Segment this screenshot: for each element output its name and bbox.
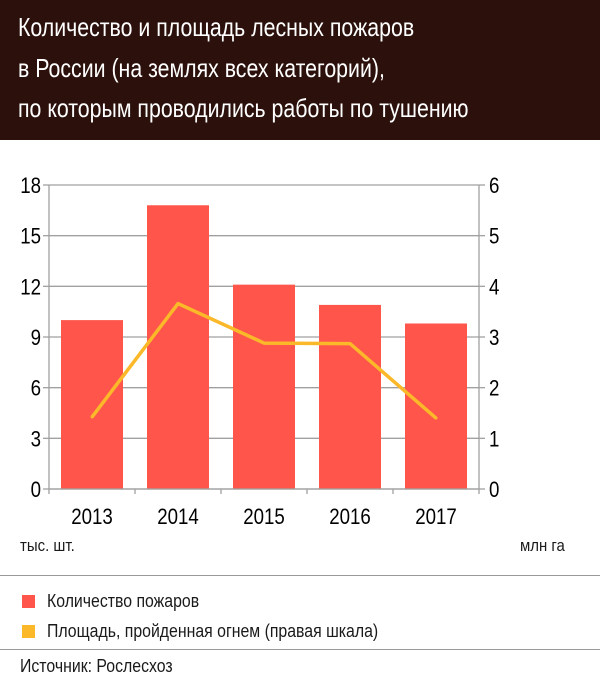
divider: [0, 575, 600, 576]
y-tick-label: 15: [20, 225, 41, 249]
source-note: Источник: Рослесхоз: [20, 656, 173, 676]
right-axis-unit: млн га: [520, 536, 565, 555]
left-axis-unit: тыс. шт.: [20, 536, 75, 555]
x-tick-label: 2014: [157, 506, 199, 530]
y2-tick-label: 1: [489, 428, 499, 452]
y2-tick-label: 5: [489, 225, 499, 249]
bar: [405, 323, 467, 489]
chart: 0 0 3 1 6 2 9 3 12 4 15 5 18 6 2013 2014 2015 2016 2017: [20, 175, 499, 530]
line-point: [262, 341, 266, 345]
y2-tick-label: 6: [489, 175, 499, 199]
x-tick-label: 2016: [329, 506, 371, 530]
legend-label: Количество пожаров: [47, 591, 200, 611]
title-line-2: в России (на землях всех категорий),: [18, 53, 385, 83]
x-tick-label: 2017: [415, 506, 457, 530]
legend-swatch-red: [22, 595, 35, 608]
y2-tick-label: 4: [489, 276, 499, 300]
y2-tick-label: 0: [489, 479, 499, 503]
x-tick-label: 2013: [71, 506, 113, 530]
divider: [0, 649, 600, 650]
y-tick-label: 3: [31, 428, 41, 452]
y-tick-label: 18: [20, 175, 41, 199]
line-point: [176, 302, 180, 306]
legend-item-line: Площадь, пройденная огнем (правая шкала): [22, 621, 423, 642]
legend-label: Площадь, пройденная огнем (правая шкала): [47, 621, 379, 641]
bar: [147, 205, 209, 489]
x-tick-label: 2015: [243, 506, 285, 530]
bar: [61, 320, 123, 489]
line-point: [434, 416, 438, 420]
bar: [233, 284, 295, 489]
bar: [319, 304, 381, 489]
legend-swatch-yellow: [22, 625, 35, 638]
y-tick-label: 6: [31, 377, 41, 401]
legend-item-bars: Количество пожаров: [22, 591, 220, 612]
y2-tick-label: 2: [489, 377, 499, 401]
y-tick-label: 9: [31, 327, 41, 351]
header: Количество и площадь лесных пожаров в Ро…: [0, 0, 600, 140]
line-point: [348, 342, 352, 346]
title-line-3: по которым проводились работы по тушению: [18, 93, 469, 123]
y-tick-label: 12: [20, 276, 41, 300]
title-line-1: Количество и площадь лесных пожаров: [18, 12, 415, 42]
y2-tick-label: 3: [489, 327, 499, 351]
line-point: [90, 415, 94, 419]
y-tick-label: 0: [31, 479, 41, 503]
